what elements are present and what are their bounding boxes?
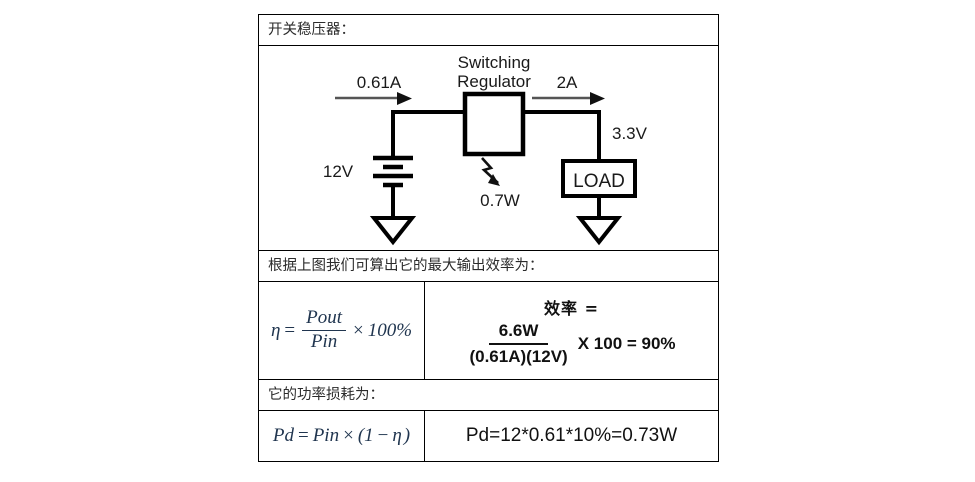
load-block: [561, 159, 637, 198]
fraction-denominator: Pin: [310, 331, 338, 352]
pin-symbol: Pin: [312, 425, 340, 446]
heading-switching-regulator: 开关稳压器：: [258, 14, 719, 46]
pd-multiply-sign: ×: [343, 425, 354, 446]
load-label: LOAD: [573, 171, 625, 192]
heading-efficiency: 根据上图我们可算出它的最大输出效率为：: [258, 250, 719, 282]
pd-formula-cell: Pd = Pin × (1 − η ): [258, 410, 425, 462]
pd-minus-sign: −: [377, 425, 389, 446]
table-row-heading-efficiency: 根据上图我们可算出它的最大输出效率为：: [258, 250, 719, 282]
content-table: 开关稳压器： Switc: [258, 14, 719, 462]
efficiency-fraction: 6.6W (0.61A)(12V): [467, 321, 569, 366]
eta-formula: η = Pout Pin × 100%: [270, 307, 413, 353]
eta-symbol: η: [270, 319, 281, 341]
efficiency-calc-block: 效率 = 6.6W (0.61A)(12V) X 100 = 90%: [425, 282, 718, 379]
output-current-label: 2A: [557, 73, 578, 92]
efficiency-calc-cell: 效率 = 6.6W (0.61A)(12V) X 100 = 90%: [424, 281, 719, 380]
table-row-efficiency-formula: η = Pout Pin × 100% 效率 = 6.6W: [258, 281, 719, 380]
pd-eta-symbol: η: [392, 425, 402, 446]
input-arrow-head: [397, 92, 412, 105]
efficiency-numerator: 6.6W: [488, 321, 549, 345]
pd-close-paren: ): [403, 425, 411, 446]
pd-formula: Pd = Pin × (1 − η ): [273, 425, 410, 447]
ground-symbol-output: [575, 216, 623, 246]
efficiency-title: 效率 =: [544, 298, 599, 318]
pd-open-factor: (1: [357, 425, 374, 446]
regulator-label-line1: Switching: [458, 53, 531, 72]
table-row-diagram: Switching Regulator 0.61A 2A: [258, 45, 719, 251]
diagram-cell: Switching Regulator 0.61A 2A: [258, 45, 719, 251]
fraction-numerator: Pout: [302, 307, 346, 331]
lightning-arrow-head: [488, 174, 500, 186]
pout-over-pin-fraction: Pout Pin: [302, 307, 346, 353]
pd-result-cell: Pd=12*0.61*10%=0.73W: [424, 410, 719, 462]
table-row-heading-regulator: 开关稳压器：: [258, 14, 719, 46]
eta-equals: =: [284, 319, 296, 341]
table-row-power-loss-formula: Pd = Pin × (1 − η ) Pd=12*0.61*10%=0.73W: [258, 410, 719, 462]
power-loss-result: Pd=12*0.61*10%=0.73W: [465, 425, 678, 446]
pd-symbol: Pd: [272, 425, 294, 446]
ground-symbol-input: [369, 216, 417, 246]
pd-equals: =: [297, 425, 309, 446]
output-arrow-head: [590, 92, 605, 105]
percent-factor: 100%: [367, 319, 413, 341]
eta-formula-cell: η = Pout Pin × 100%: [258, 281, 425, 380]
table-row-heading-power-loss: 它的功率损耗为：: [258, 379, 719, 411]
dissipation-label: 0.7W: [480, 191, 520, 210]
multiply-sign: ×: [353, 319, 364, 341]
lightning-bolt-icon: [481, 157, 499, 184]
output-voltage-label: 3.3V: [612, 124, 648, 143]
efficiency-calculation: 6.6W (0.61A)(12V) X 100 = 90%: [467, 321, 675, 366]
regulator-label-line2: Regulator: [457, 72, 531, 91]
efficiency-denominator: (0.61A)(12V): [469, 346, 568, 366]
efficiency-result: X 100 = 90%: [577, 333, 676, 353]
regulator-block: [462, 91, 526, 157]
switching-regulator-circuit: Switching Regulator 0.61A 2A: [323, 53, 648, 246]
input-current-label: 0.61A: [357, 73, 402, 92]
input-voltage-label: 12V: [323, 162, 354, 181]
heading-power-loss: 它的功率损耗为：: [258, 379, 719, 411]
